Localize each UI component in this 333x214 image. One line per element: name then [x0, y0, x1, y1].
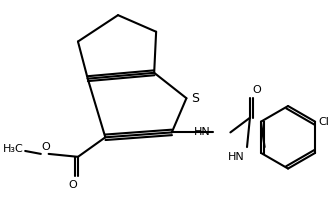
Text: HN: HN — [228, 152, 245, 162]
Text: H₃C: H₃C — [2, 144, 23, 154]
Text: O: O — [69, 180, 78, 190]
Text: HN: HN — [194, 127, 211, 137]
Text: Cl: Cl — [318, 117, 329, 127]
Text: O: O — [42, 142, 51, 152]
Text: O: O — [252, 85, 261, 95]
Text: S: S — [191, 92, 199, 105]
